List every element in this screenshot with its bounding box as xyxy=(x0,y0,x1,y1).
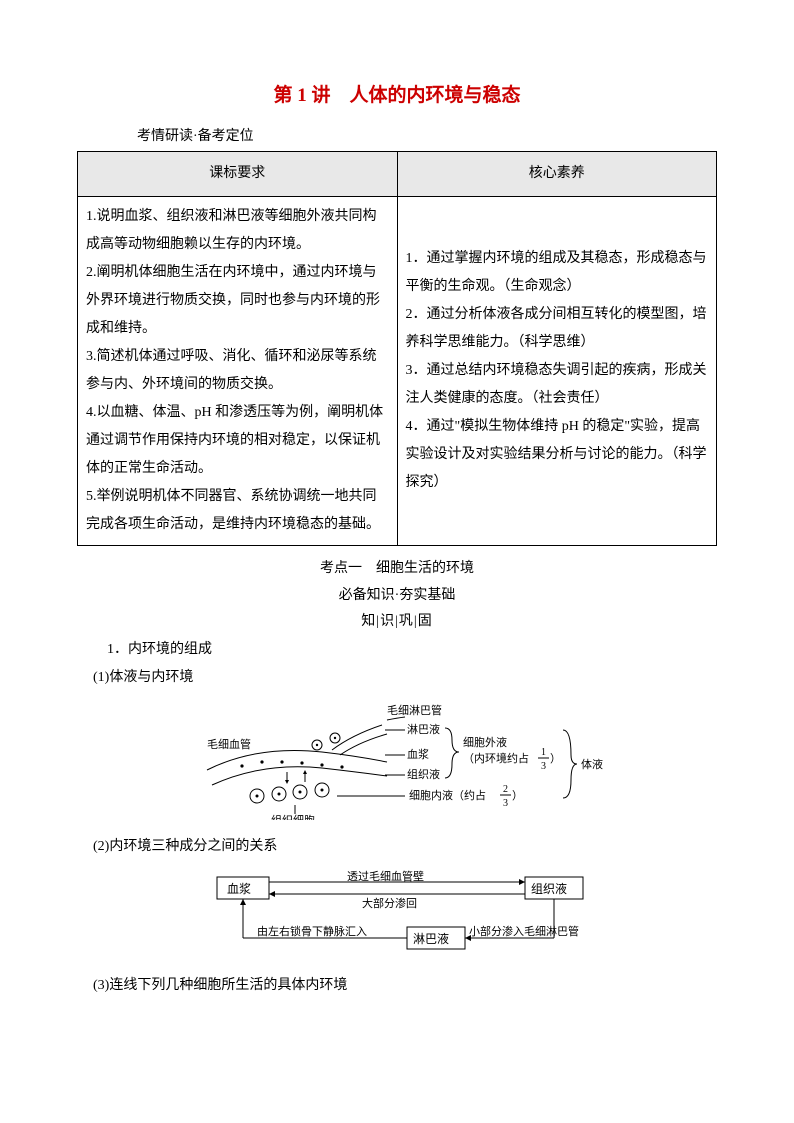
svg-text:淋巴液: 淋巴液 xyxy=(413,931,449,946)
svg-text:血浆: 血浆 xyxy=(407,747,429,761)
svg-text:（内环境约占: （内环境约占 xyxy=(463,751,529,765)
svg-text:3: 3 xyxy=(541,761,546,772)
svg-text:）: ） xyxy=(512,789,523,802)
svg-text:小部分渗入毛细淋巴管: 小部分渗入毛细淋巴管 xyxy=(469,924,579,938)
svg-text:体液: 体液 xyxy=(581,757,603,771)
svg-text:组织细胞: 组织细胞 xyxy=(271,813,315,820)
col-header-requirements: 课标要求 xyxy=(78,152,398,197)
svg-text:组织液: 组织液 xyxy=(407,767,440,781)
subheader: 考情研读·备考定位 xyxy=(137,125,717,145)
svg-text:细胞外液: 细胞外液 xyxy=(463,735,507,749)
svg-text:组织液: 组织液 xyxy=(531,881,567,896)
subsection-2: (2)内环境三种成分之间的关系 xyxy=(93,833,717,861)
cell-literacy: 1．通过掌握内环境的组成及其稳态，形成稳态与平衡的生命观。（生命观念） 2．通过… xyxy=(397,197,717,546)
section-1: 1．内环境的组成 xyxy=(107,636,717,664)
svg-text:毛细淋巴管: 毛细淋巴管 xyxy=(387,703,442,717)
diagram-body-fluid: 毛细血管 毛细淋巴管 淋巴液 血浆 组织液 组织细胞 细胞外液 （内环境约占 1… xyxy=(187,700,607,820)
diagram-2-wrap: 血浆 组织液 淋巴液 透过毛细血管壁 大部分渗回 由左右锁骨下静脉汇入 xyxy=(77,869,717,964)
cell-requirements: 1.说明血浆、组织液和淋巴液等细胞外液共同构成高等动物细胞赖以生存的内环境。 2… xyxy=(78,197,398,546)
diagram-1-wrap: 毛细血管 毛细淋巴管 淋巴液 血浆 组织液 组织细胞 细胞外液 （内环境约占 1… xyxy=(77,700,717,825)
col-header-literacy: 核心素养 xyxy=(397,152,717,197)
svg-text:毛细血管: 毛细血管 xyxy=(207,737,251,751)
topic-line-2: 必备知识·夯实基础 xyxy=(77,583,717,610)
svg-text:淋巴液: 淋巴液 xyxy=(407,722,440,736)
svg-text:由左右锁骨下静脉汇入: 由左右锁骨下静脉汇入 xyxy=(257,924,367,938)
diagram-relations: 血浆 组织液 淋巴液 透过毛细血管壁 大部分渗回 由左右锁骨下静脉汇入 xyxy=(187,869,607,959)
topic-line-1: 考点一 细胞生活的环境 xyxy=(77,556,717,583)
svg-text:2: 2 xyxy=(503,784,508,795)
svg-text:大部分渗回: 大部分渗回 xyxy=(362,896,417,910)
svg-text:透过毛细血管壁: 透过毛细血管壁 xyxy=(347,869,424,883)
svg-text:1: 1 xyxy=(541,747,546,758)
subsection-1: (1)体液与内环境 xyxy=(93,664,717,692)
svg-text:血浆: 血浆 xyxy=(227,881,251,896)
svg-text:3: 3 xyxy=(503,798,508,809)
subsection-3: (3)连线下列几种细胞所生活的具体内环境 xyxy=(93,972,717,1000)
topic-line-3: 知|识|巩|固 xyxy=(77,609,717,636)
svg-text:细胞内液（约占: 细胞内液（约占 xyxy=(409,788,486,802)
standards-table: 课标要求 核心素养 1.说明血浆、组织液和淋巴液等细胞外液共同构成高等动物细胞赖… xyxy=(77,151,717,546)
svg-text:）: ） xyxy=(550,752,561,765)
page-title: 第 1 讲 人体的内环境与稳态 xyxy=(77,80,717,107)
